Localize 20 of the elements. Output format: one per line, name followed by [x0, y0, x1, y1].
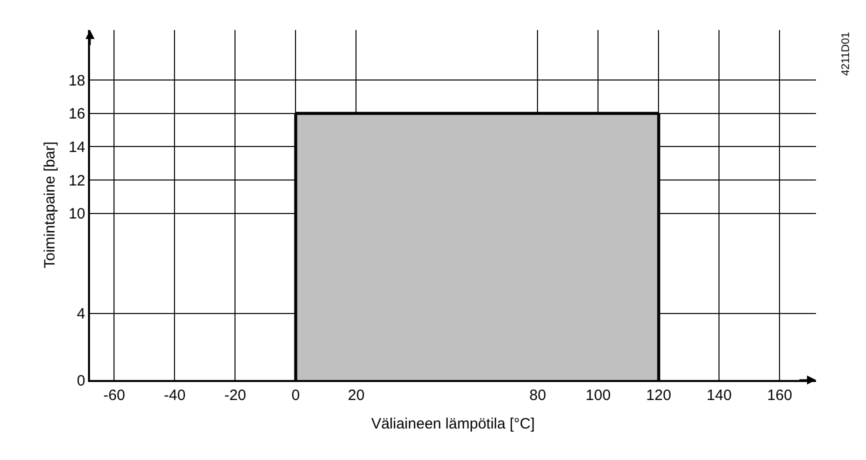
y-tick-label: 14 — [68, 138, 86, 156]
text: 4211D01 — [840, 32, 852, 76]
y-tick-label: 18 — [68, 72, 86, 90]
x-axis-title: Väliaineen lämpötila [°C] — [371, 415, 535, 432]
y-tick-label: 4 — [76, 306, 86, 323]
x-tick-label: 160 — [767, 386, 792, 404]
y-tick-label: 10 — [68, 206, 86, 223]
x-tick-label: 0 — [292, 386, 300, 404]
y-tick-label: 12 — [68, 172, 86, 190]
x-tick-label: -20 — [224, 386, 246, 404]
x-tick-label: 100 — [586, 386, 611, 404]
y-tick-label: 0 — [76, 372, 86, 390]
x-tick-label: 120 — [646, 386, 672, 404]
y-tick-label: 16 — [68, 106, 86, 123]
x-tick-label: 20 — [348, 386, 365, 404]
y-axis-title: Toimintapaine [bar] — [41, 142, 58, 268]
x-tick-label: -60 — [103, 386, 126, 404]
x-tick-label: 140 — [706, 386, 732, 404]
x-tick-label: -40 — [164, 386, 186, 404]
x-tick-label: 80 — [529, 386, 546, 404]
